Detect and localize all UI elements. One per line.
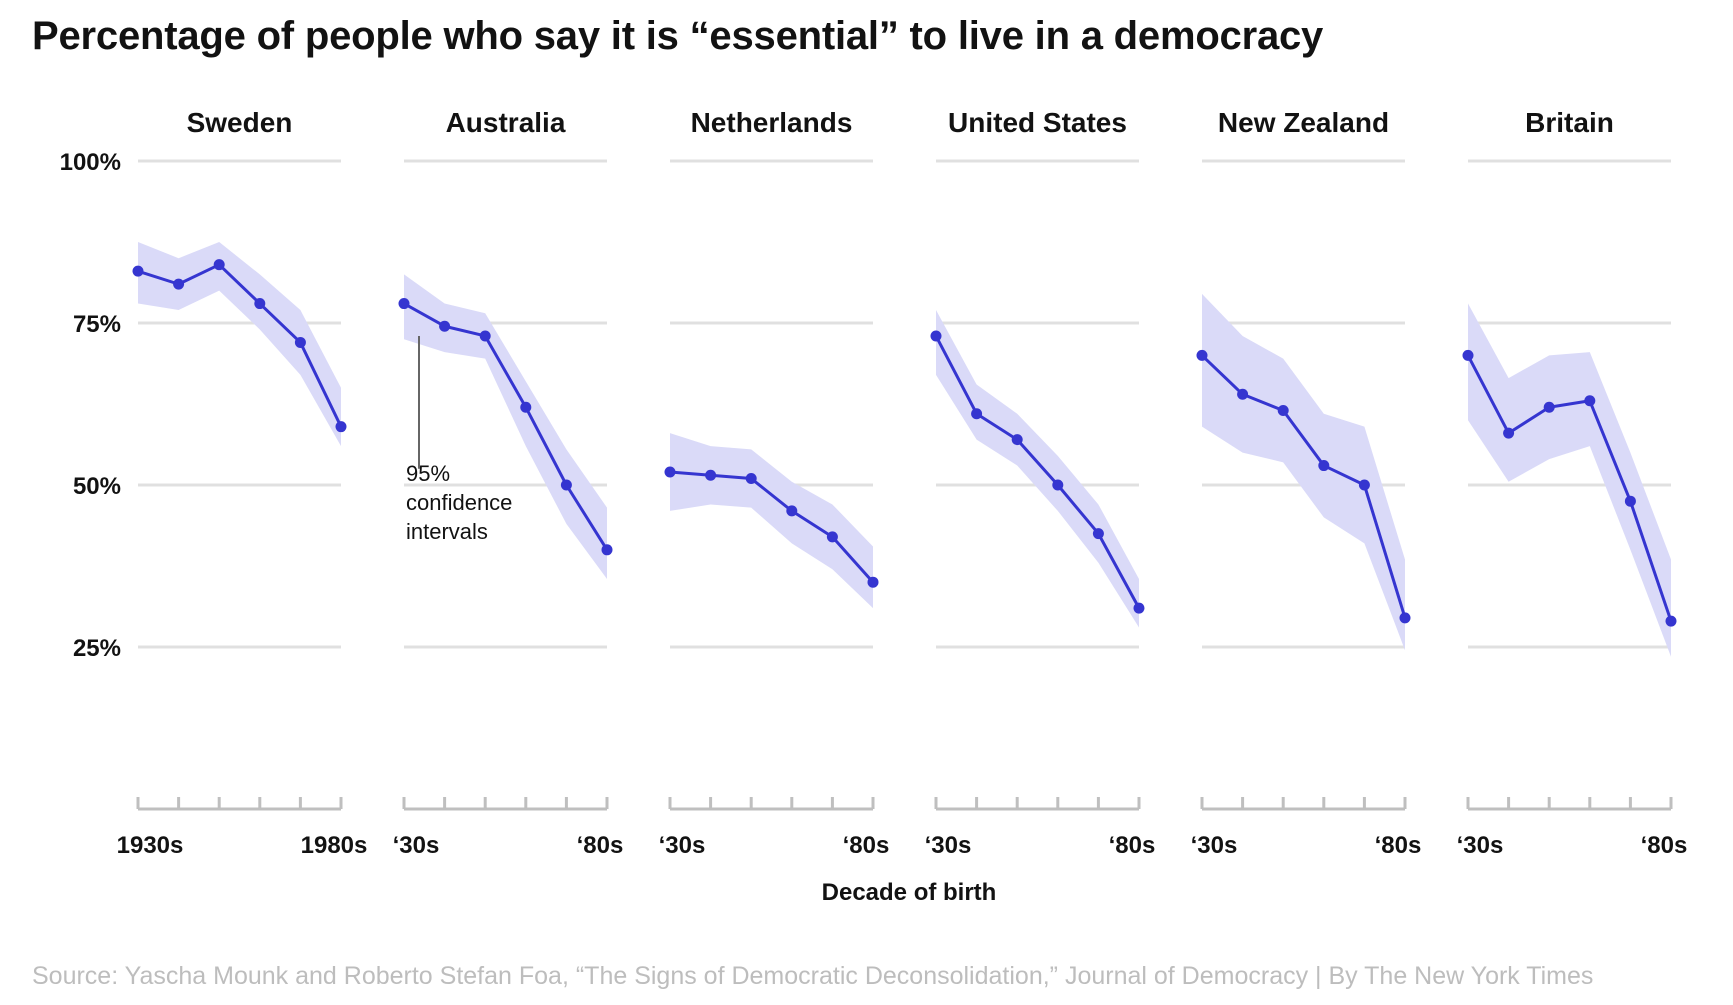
data-point (335, 421, 347, 433)
data-point (479, 330, 491, 342)
data-point (213, 259, 225, 271)
data-point (1277, 404, 1289, 416)
data-point (1358, 479, 1370, 491)
panel-title: Australia (446, 107, 566, 138)
x-tick-label: ‘30s (925, 832, 972, 859)
data-point (786, 505, 798, 517)
data-point (1462, 349, 1474, 361)
x-tick-label: ‘80s (843, 832, 890, 859)
data-point (745, 473, 757, 485)
confidence-band (670, 433, 873, 609)
data-point (1237, 388, 1249, 400)
data-point (1011, 434, 1023, 446)
x-tick-label: ‘80s (1375, 832, 1422, 859)
data-point (1503, 427, 1515, 439)
x-tick-label: ‘30s (1457, 832, 1504, 859)
data-point (1196, 349, 1208, 361)
y-tick-label: 75% (73, 311, 121, 338)
x-tick-label: ‘80s (577, 832, 624, 859)
data-point (1052, 479, 1064, 491)
data-point (398, 298, 410, 310)
data-point (930, 330, 942, 342)
series-line (934, 335, 1141, 609)
data-point (1092, 528, 1104, 540)
series-line (1466, 354, 1673, 622)
panel-sweden: Sweden 1930s 1980s (117, 107, 368, 859)
data-point (971, 408, 983, 420)
data-point (826, 531, 838, 543)
series-line (137, 263, 343, 428)
data-point (1624, 495, 1636, 507)
data-point (560, 479, 572, 491)
confidence-band (1468, 303, 1671, 657)
panel-new-zealand: New Zealand ‘30s ‘80s (1191, 107, 1422, 859)
panel-title: Britain (1525, 107, 1614, 138)
data-point (173, 278, 185, 290)
panel-title: United States (948, 107, 1127, 138)
series-line (1200, 354, 1407, 619)
data-point (664, 466, 676, 478)
annotation-text: intervals (406, 519, 488, 544)
data-point (439, 320, 451, 332)
data-point (254, 298, 266, 310)
confidence-band (936, 310, 1139, 628)
data-point (1543, 401, 1555, 413)
data-point (1665, 615, 1677, 627)
series-line (403, 302, 609, 551)
data-point (1318, 460, 1330, 472)
source-note: Source: Yascha Mounk and Roberto Stefan … (32, 962, 1594, 990)
data-point (520, 401, 532, 413)
annotation-text: confidence (406, 490, 512, 515)
panel-title: Sweden (187, 107, 293, 138)
x-tick-label: ‘30s (1191, 832, 1238, 859)
y-tick-label: 50% (73, 473, 121, 500)
data-point (705, 469, 717, 481)
x-tick-label: ‘30s (393, 832, 440, 859)
annotation-text: 95% (406, 461, 450, 486)
data-point (1584, 395, 1596, 407)
series-line (669, 470, 875, 584)
y-tick-label: 25% (73, 635, 121, 662)
panel-title: New Zealand (1218, 107, 1389, 138)
x-axis-label: Decade of birth (822, 879, 997, 906)
data-point (1133, 602, 1145, 614)
panel-united-states: United States ‘30s ‘80s (925, 107, 1156, 859)
data-point (294, 336, 306, 348)
x-tick-label: ‘30s (659, 832, 706, 859)
x-tick-label: ‘80s (1109, 832, 1156, 859)
x-tick-label: ‘80s (1641, 832, 1688, 859)
panel-britain: Britain ‘30s ‘80s (1457, 107, 1688, 859)
x-tick-label: 1930s (117, 832, 184, 859)
data-point (867, 576, 879, 588)
chart-title: Percentage of people who say it is “esse… (32, 14, 1324, 58)
data-point (601, 544, 613, 556)
confidence-band (1202, 293, 1405, 651)
data-point (132, 265, 144, 277)
confidence-band (404, 274, 607, 579)
confidence-band (138, 242, 341, 447)
panel-netherlands: Netherlands ‘30s ‘80s (659, 107, 890, 859)
panel-title: Netherlands (691, 107, 853, 138)
data-point (1399, 612, 1411, 624)
panel-australia: Australia ‘30s ‘80s 95% confidence intervals (393, 107, 624, 859)
y-tick-label: 100% (60, 149, 121, 176)
x-tick-label: 1980s (301, 832, 368, 859)
